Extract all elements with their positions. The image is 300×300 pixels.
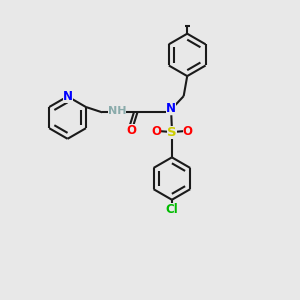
Text: N: N xyxy=(166,102,176,115)
Text: O: O xyxy=(126,124,136,137)
Text: N: N xyxy=(63,90,73,103)
Text: S: S xyxy=(167,126,177,140)
Text: O: O xyxy=(151,125,161,138)
Text: O: O xyxy=(183,125,193,138)
Text: Cl: Cl xyxy=(166,203,178,216)
Text: NH: NH xyxy=(108,106,126,116)
